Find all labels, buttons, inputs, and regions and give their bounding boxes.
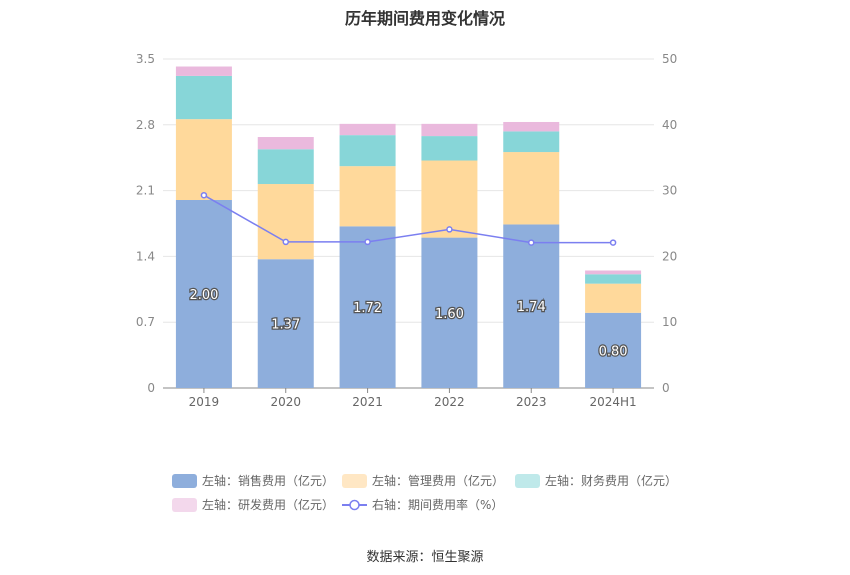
legend-swatch-rnd: [172, 497, 197, 512]
line-point: [200, 191, 208, 199]
legend-item-finance[interactable]: 左轴：财务费用（亿元）: [515, 472, 677, 489]
bar-segment-3: [257, 149, 314, 185]
y-left-tick-label: 0: [147, 381, 155, 395]
line-point: [364, 238, 371, 246]
y-left-tick-label: 0.7: [136, 315, 155, 329]
legend-label-expense-rate: 右轴：期间费用率（%）: [372, 498, 504, 512]
line-point: [609, 239, 617, 246]
x-tick-label: 2020: [270, 395, 301, 409]
bar-segment-4: [257, 137, 314, 150]
bar-segment-2: [257, 184, 314, 260]
bar-segment-4: [175, 66, 232, 76]
data-label: 1.74: [517, 300, 546, 315]
y-right-tick-label: 20: [662, 249, 677, 263]
y-left-tick-label: 3.5: [136, 52, 155, 66]
bar-segment-4: [339, 123, 396, 136]
line-point: [446, 226, 453, 233]
line-expense-rate: [203, 194, 614, 244]
bar-segment-3: [503, 131, 560, 153]
data-label: 2.00: [189, 288, 218, 303]
legend-line-swatch-icon: [342, 499, 367, 510]
x-tick-label: 2024H1: [589, 395, 636, 409]
y-right-tick-label: 10: [662, 315, 677, 329]
legend-item-sales[interactable]: 左轴：销售费用（亿元）: [172, 472, 334, 489]
y-right-tick-label: 50: [662, 52, 677, 66]
bar-segment-2: [175, 119, 232, 200]
y-left-tick-label: 2.8: [136, 118, 155, 132]
legend-label-rnd: 左轴：研发费用（亿元）: [202, 498, 335, 512]
bar-segment-3: [585, 274, 642, 284]
bar-segment-1: [175, 200, 232, 388]
bar-segment-4: [585, 270, 642, 275]
data-source: 数据来源：恒生聚源: [366, 550, 484, 565]
bar-segment-1: [503, 224, 560, 388]
y-left-tick-label: 1.4: [136, 249, 155, 263]
bar-segment-4: [503, 121, 560, 132]
legend-swatch-finance: [515, 473, 540, 488]
bar-segment-4: [421, 123, 478, 137]
bar-segment-1: [339, 226, 396, 388]
line-point: [528, 239, 535, 246]
data-label: 1.72: [353, 301, 382, 316]
y-right-tick-label: 0: [662, 381, 670, 395]
bar-segment-2: [585, 283, 642, 313]
x-tick-label: 2021: [352, 395, 383, 409]
bar-segment-2: [503, 152, 560, 225]
line-point: [282, 238, 289, 246]
y-right-tick-label: 30: [662, 184, 677, 198]
bar-segment-3: [421, 136, 478, 161]
data-label: 1.60: [435, 307, 464, 322]
data-label: 1.37: [271, 318, 300, 333]
bar-segment-3: [339, 135, 396, 167]
bar-segment-2: [339, 166, 396, 227]
legend-item-admin[interactable]: 左轴：管理费用（亿元）: [342, 472, 504, 489]
legend-swatch-admin: [342, 473, 367, 488]
x-tick-label: 2023: [516, 395, 547, 409]
y-right-tick-label: 40: [662, 118, 677, 132]
chart-title: 历年期间费用变化情况: [344, 9, 505, 28]
bar-segment-2: [421, 160, 478, 238]
legend-label-finance: 左轴：财务费用（亿元）: [545, 474, 678, 488]
bar-segment-1: [421, 237, 478, 388]
legend-item-rnd[interactable]: 左轴：研发费用（亿元）: [172, 496, 334, 513]
legend-label-sales: 左轴：销售费用（亿元）: [202, 474, 335, 488]
legend-label-admin: 左轴：管理费用（亿元）: [372, 474, 505, 488]
legend-swatch-sales: [172, 473, 197, 488]
x-tick-label: 2022: [434, 395, 465, 409]
legend-item-expense-rate[interactable]: 右轴：期间费用率（%）: [342, 496, 503, 513]
data-label: 0.80: [599, 344, 628, 359]
bar-segment-3: [175, 75, 232, 120]
y-left-tick-label: 2.1: [136, 184, 155, 198]
bar-segment-1: [257, 259, 314, 388]
x-tick-label: 2019: [189, 395, 220, 409]
bar-segment-1: [585, 312, 642, 388]
